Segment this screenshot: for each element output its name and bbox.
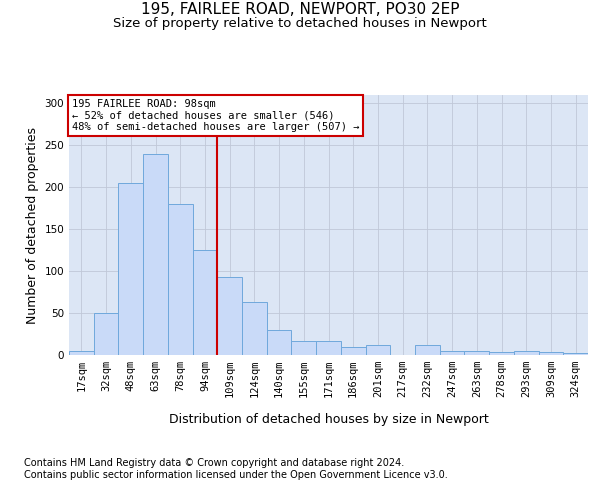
Text: Contains public sector information licensed under the Open Government Licence v3: Contains public sector information licen… [24, 470, 448, 480]
Text: Contains HM Land Registry data © Crown copyright and database right 2024.: Contains HM Land Registry data © Crown c… [24, 458, 404, 468]
Bar [193, 250, 217, 355]
Bar [69, 351, 94, 355]
Text: Size of property relative to detached houses in Newport: Size of property relative to detached ho… [113, 18, 487, 30]
Bar [242, 302, 267, 355]
Text: 195, FAIRLEE ROAD, NEWPORT, PO30 2EP: 195, FAIRLEE ROAD, NEWPORT, PO30 2EP [141, 2, 459, 18]
Bar [563, 354, 588, 355]
Bar [464, 351, 489, 355]
Bar [168, 204, 193, 355]
Bar [118, 183, 143, 355]
Bar [267, 330, 292, 355]
Bar [341, 346, 365, 355]
Bar [143, 154, 168, 355]
Bar [539, 352, 563, 355]
Bar [217, 277, 242, 355]
Bar [514, 351, 539, 355]
Text: Distribution of detached houses by size in Newport: Distribution of detached houses by size … [169, 412, 488, 426]
Bar [489, 352, 514, 355]
Bar [316, 340, 341, 355]
Bar [365, 345, 390, 355]
Bar [415, 345, 440, 355]
Text: 195 FAIRLEE ROAD: 98sqm
← 52% of detached houses are smaller (546)
48% of semi-d: 195 FAIRLEE ROAD: 98sqm ← 52% of detache… [71, 99, 359, 132]
Bar [292, 340, 316, 355]
Bar [440, 351, 464, 355]
Bar [94, 313, 118, 355]
Y-axis label: Number of detached properties: Number of detached properties [26, 126, 39, 324]
